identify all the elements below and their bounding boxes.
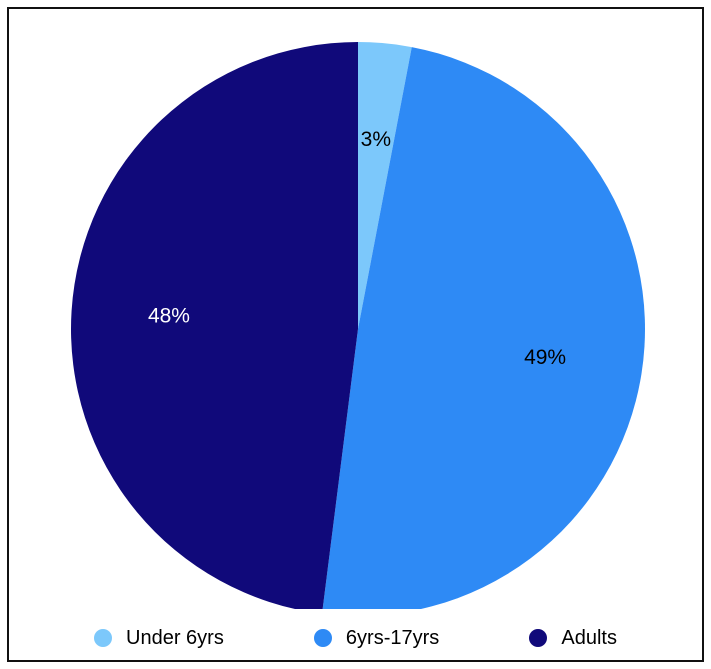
pie-slice-label: 3%: [361, 128, 391, 151]
legend-swatch: [313, 629, 332, 647]
legend-swatch: [529, 629, 548, 647]
legend-label: Under 6yrs: [126, 626, 224, 649]
pie-slice-under-6yrs: [358, 42, 412, 329]
pie-slice-label: 49%: [524, 346, 566, 369]
legend: Under 6yrs 6yrs-17yrs Adults: [9, 616, 702, 660]
legend-item-6yrs-17yrs: 6yrs-17yrs: [313, 626, 440, 650]
pie-slice-label: 48%: [148, 305, 190, 328]
pie-chart: 3% 49% 48%: [71, 42, 645, 609]
legend-swatch: [94, 629, 113, 647]
pie-slice-adults: [71, 42, 358, 609]
legend-item-adults: Adults: [529, 627, 617, 650]
chart-frame: 3% 49% 48% Under 6yrs 6yrs-17yrs Adults: [7, 7, 704, 662]
legend-item-under-6yrs: Under 6yrs: [94, 627, 224, 650]
legend-label: Adults: [561, 626, 617, 649]
legend-label: 6yrs-17yrs: [345, 626, 440, 649]
pie-slice-6yrs-17yrs: [322, 47, 645, 609]
